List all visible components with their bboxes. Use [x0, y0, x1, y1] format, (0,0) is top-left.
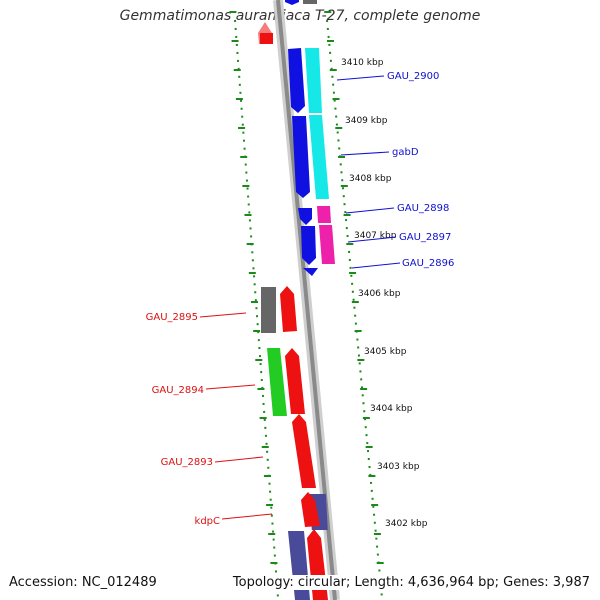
kbp-label: 3408 kbp: [349, 174, 392, 184]
leader-line: [221, 513, 273, 520]
gene-gabd-blue: [292, 116, 310, 198]
map-title: Gemmatimonas aurantiaca T-27, complete g…: [0, 8, 600, 24]
accession-text: Accession: NC_012489: [9, 575, 157, 590]
kbp-label: 3403 kbp: [377, 462, 420, 472]
tick-marks: [229, 11, 384, 564]
gene-gau2895-gray: [261, 287, 276, 333]
gene-label-gau2893[interactable]: GAU_2893: [161, 457, 213, 468]
kbp-label: 3404 kbp: [370, 404, 413, 414]
gene-gau2898-blue: [298, 208, 312, 225]
leader-line: [347, 236, 397, 243]
gene-gau2897-magenta: [319, 225, 335, 264]
kbp-label: 3407 kbp: [354, 231, 397, 241]
guide-ring-left: [234, 19, 279, 599]
gene-gau2897-blue: [301, 226, 316, 265]
leader-line: [336, 75, 385, 81]
kbp-label: 3405 kbp: [364, 347, 407, 357]
gene-label-gau2900[interactable]: GAU_2900: [387, 71, 439, 82]
kbp-label: 3402 kbp: [385, 519, 428, 529]
leader-line: [345, 207, 395, 214]
gene-gau2893-red: [292, 414, 316, 488]
gene-gabd-cyan: [309, 115, 329, 199]
gene-label-gau2895[interactable]: GAU_2895: [146, 312, 198, 323]
gene-feature-top-red-body: [260, 33, 273, 44]
gene-label-kdpc[interactable]: kdpC: [195, 516, 220, 527]
gene-label-gau2897[interactable]: GAU_2897: [399, 232, 451, 243]
gene-gau2894-green: [267, 348, 287, 416]
gene-gau2900-cyan: [305, 48, 322, 113]
guide-ring-right: [326, 19, 383, 599]
gene-feature-top-blue: [285, 0, 299, 5]
gene-label-gau2898[interactable]: GAU_2898: [397, 203, 449, 214]
gene-gau2900-blue: [288, 48, 305, 113]
gene-gau2896-blue: [303, 268, 318, 276]
genome-summary-text: Topology: circular; Length: 4,636,964 bp…: [232, 575, 590, 590]
leader-line: [205, 384, 256, 390]
gene-feature-top-gray: [303, 0, 317, 4]
leader-line: [351, 262, 401, 269]
gene-gau2895-red: [280, 286, 297, 332]
leader-line: [340, 151, 390, 156]
gene-features: [258, 0, 335, 600]
gene-kdpc-red: [301, 492, 320, 527]
kbp-label: 3409 kbp: [345, 116, 388, 126]
gene-gau2898-magenta: [317, 206, 331, 223]
gene-gau2894-red: [285, 348, 305, 414]
gene-label-gabd[interactable]: gabD: [392, 147, 419, 158]
gene-label-gau2896[interactable]: GAU_2896: [402, 258, 454, 269]
kbp-label: 3410 kbp: [341, 58, 384, 68]
leader-line: [214, 456, 264, 463]
leader-line: [199, 312, 247, 318]
gene-label-gau2894[interactable]: GAU_2894: [152, 385, 204, 396]
kbp-label: 3406 kbp: [358, 289, 401, 299]
